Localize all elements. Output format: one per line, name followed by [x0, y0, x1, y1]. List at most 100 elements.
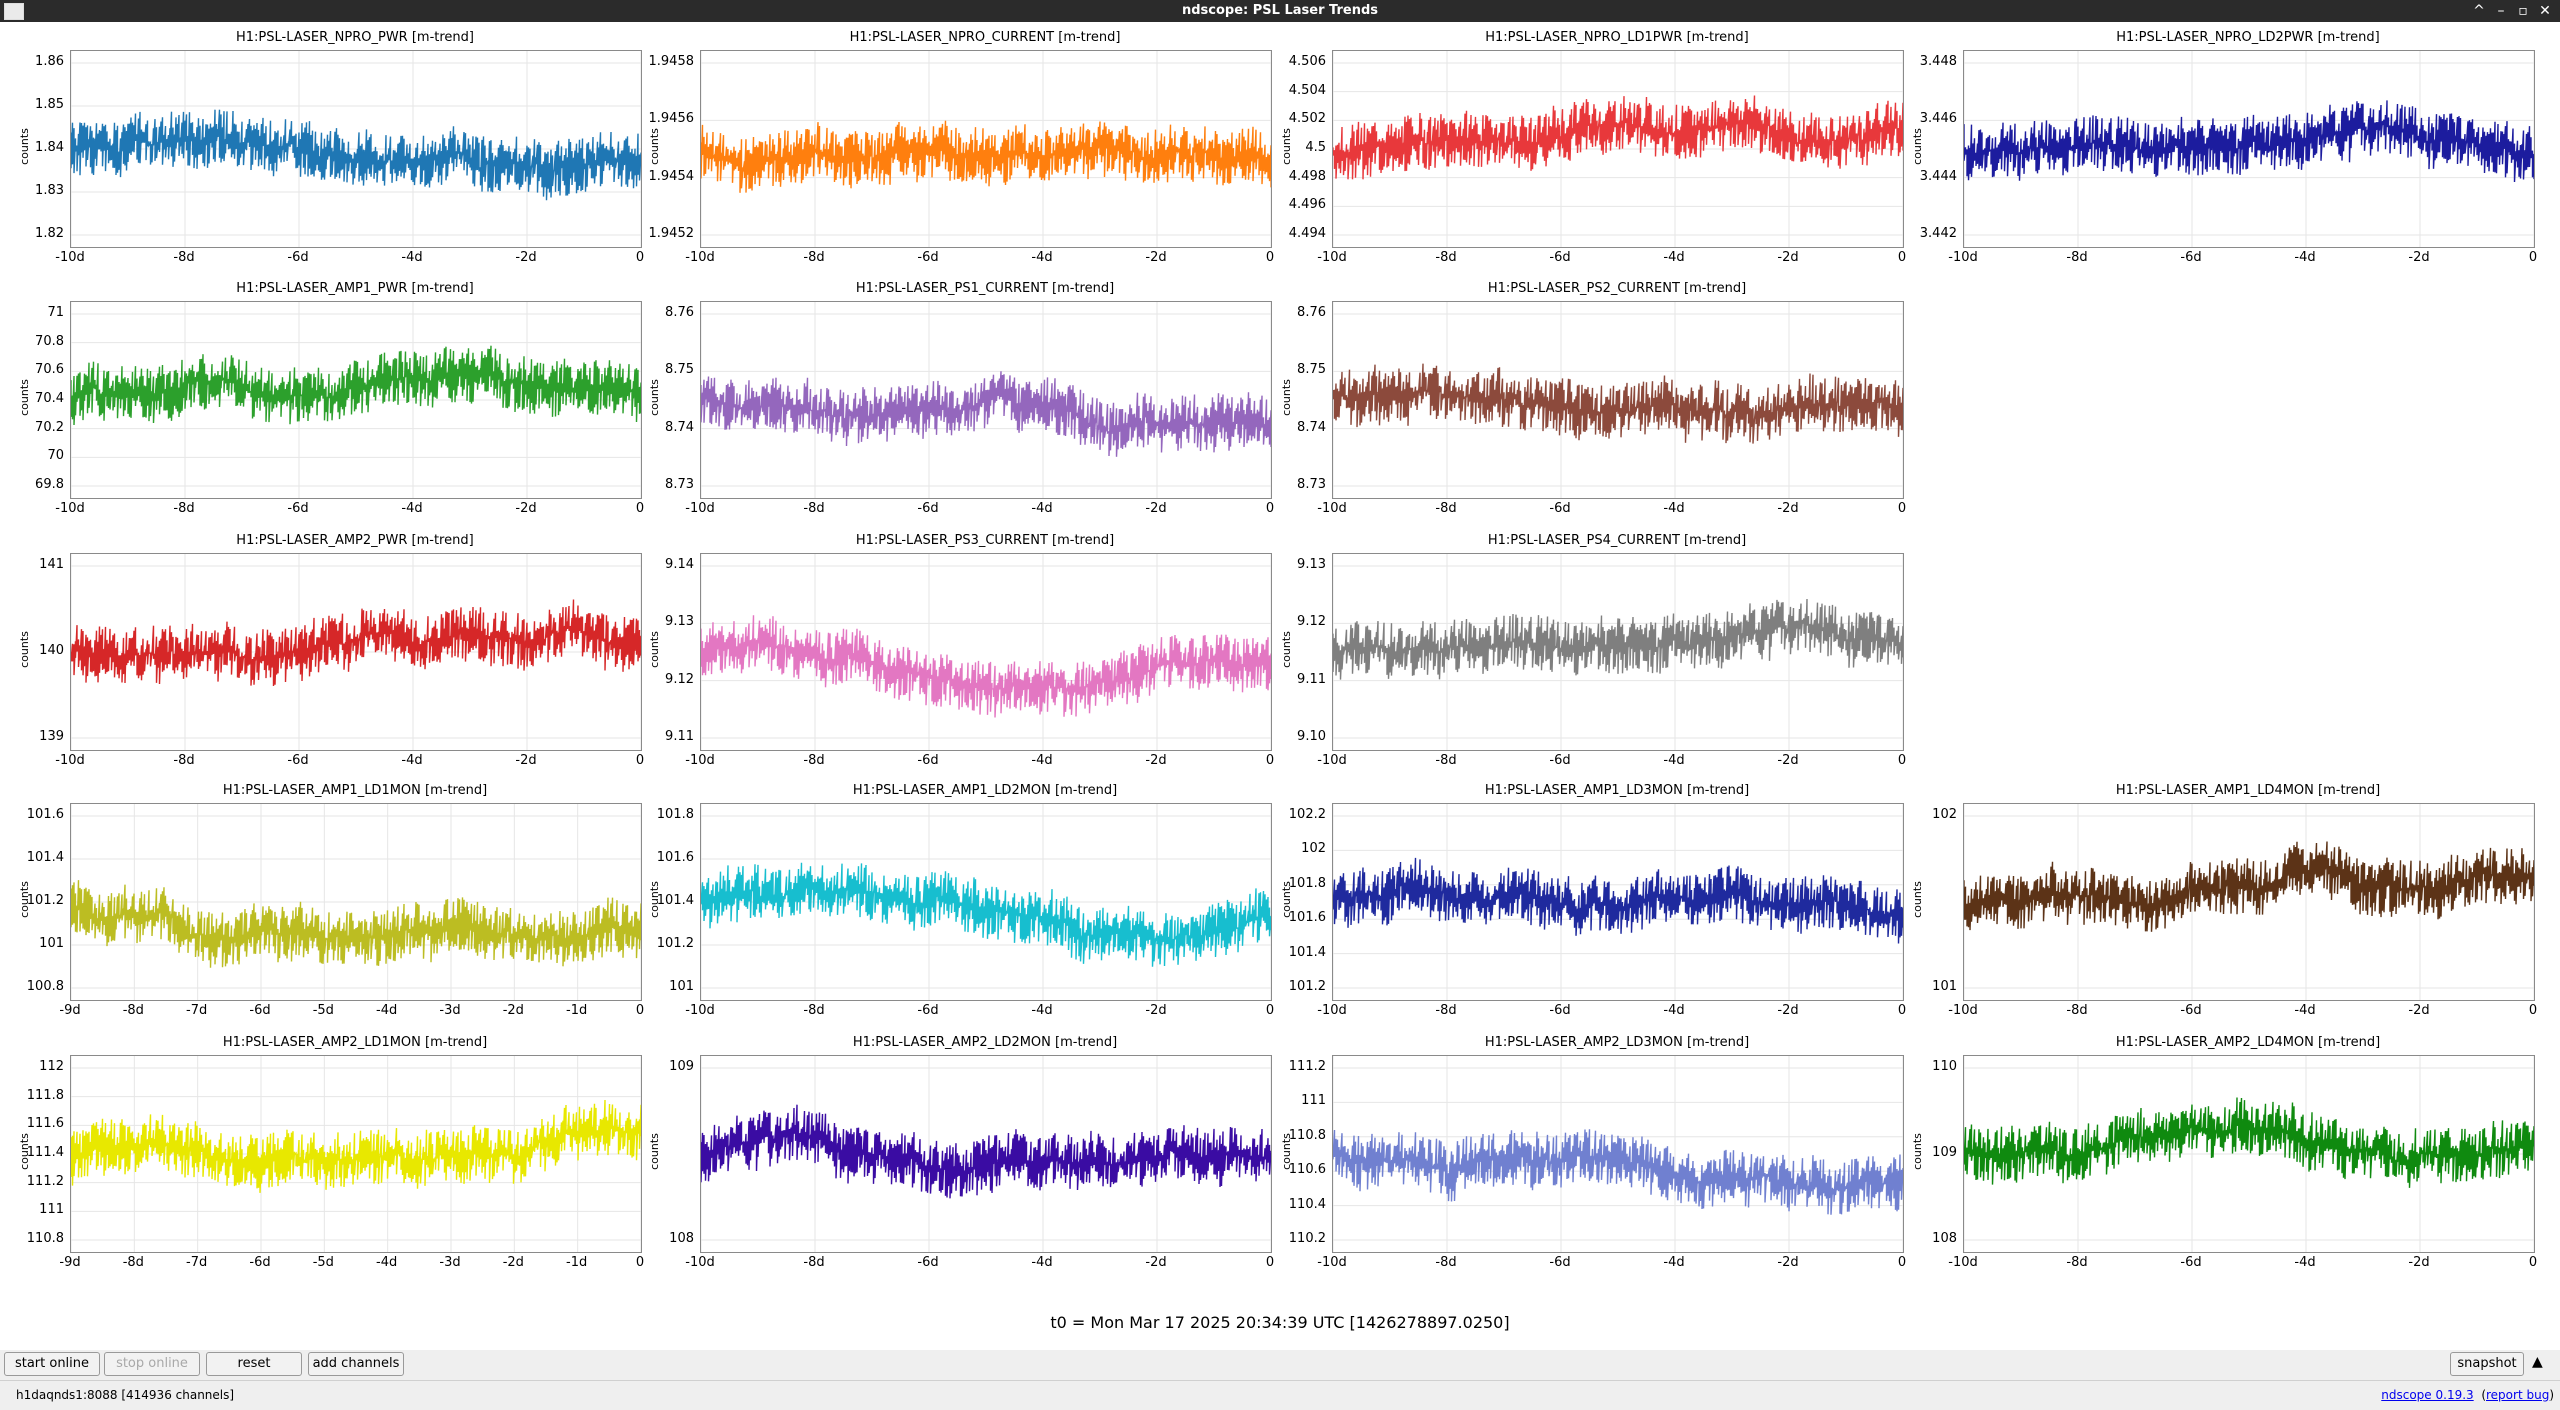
- x-tick-label: -4d: [376, 1255, 398, 1270]
- plot-title: H1:PSL-LASER_PS4_CURRENT [m-trend]: [1487, 533, 1747, 548]
- plot-panel[interactable]: H1:PSL-LASER_AMP1_LD4MON [m-trend] counts…: [1893, 783, 2537, 1025]
- status-bar: h1daqnds1:8088 [414936 channels] ndscope…: [0, 1380, 2560, 1410]
- x-tick-label: -8d: [2066, 250, 2088, 265]
- y-tick-label: 139: [39, 729, 64, 744]
- control-bar: start online stop online reset add chann…: [0, 1350, 2560, 1380]
- y-tick-label: 8.73: [1297, 477, 1326, 492]
- plot-area[interactable]: [1332, 50, 1904, 248]
- x-tick-label: 0: [2528, 1255, 2538, 1270]
- plot-area[interactable]: [1963, 50, 2535, 248]
- y-tick-label: 70.8: [35, 333, 64, 349]
- y-axis-label: counts: [1910, 128, 1924, 165]
- x-tick-label: -4d: [2294, 250, 2316, 265]
- plot-panel[interactable]: H1:PSL-LASER_PS4_CURRENT [m-trend] counts…: [1262, 533, 1906, 775]
- plot-area[interactable]: [1332, 553, 1904, 751]
- x-tick-label: -6d: [2180, 250, 2202, 265]
- reset-button[interactable]: reset: [206, 1352, 302, 1376]
- plot-area[interactable]: [70, 1055, 642, 1253]
- close-button[interactable]: ✕: [2539, 3, 2551, 19]
- x-tick-label: -2d: [1145, 753, 1167, 768]
- y-axis-label: counts: [647, 1133, 661, 1170]
- y-tick-label: 111.8: [26, 1087, 64, 1103]
- trend-trace: [701, 862, 1271, 967]
- x-tick-label: 0: [635, 1255, 645, 1270]
- plot-area[interactable]: [700, 50, 1272, 248]
- y-tick-label: 9.13: [665, 614, 694, 630]
- x-tick-label: 0: [1265, 501, 1275, 516]
- x-tick-label: -8d: [173, 501, 195, 516]
- plot-area[interactable]: [700, 1055, 1272, 1253]
- x-tick-label: -6d: [917, 1003, 939, 1018]
- x-tick-label: -2d: [1777, 753, 1799, 768]
- plot-area[interactable]: [1963, 803, 2535, 1001]
- x-tick-label: -2d: [1145, 1255, 1167, 1270]
- x-tick-label: -8d: [1435, 1255, 1457, 1270]
- y-axis-label: counts: [1910, 881, 1924, 918]
- y-tick-label: 9.10: [1297, 729, 1326, 744]
- plot-panel[interactable]: H1:PSL-LASER_AMP2_LD1MON [m-trend] counts…: [0, 1035, 644, 1277]
- trace-canvas: [1964, 51, 2534, 247]
- collapse-arrow-icon[interactable]: ▲: [2532, 1354, 2543, 1370]
- start-online-button[interactable]: start online: [4, 1352, 100, 1376]
- plot-area[interactable]: [700, 553, 1272, 751]
- y-tick-label: 71: [47, 305, 64, 320]
- x-tick-label: -8d: [803, 753, 825, 768]
- trace-canvas: [71, 51, 641, 247]
- plot-area[interactable]: [1332, 301, 1904, 499]
- x-tick-label: -10d: [685, 1255, 715, 1270]
- x-tick-label: -10d: [1317, 250, 1347, 265]
- y-tick-label: 110.4: [1288, 1196, 1326, 1212]
- plot-panel[interactable]: H1:PSL-LASER_NPRO_LD2PWR [m-trend] counts…: [1893, 30, 2537, 272]
- plot-area[interactable]: [700, 301, 1272, 499]
- plot-area[interactable]: [700, 803, 1272, 1001]
- plot-panel[interactable]: H1:PSL-LASER_AMP1_LD1MON [m-trend] counts…: [0, 783, 644, 1025]
- keep-above-button[interactable]: ^: [2473, 3, 2485, 19]
- plot-area[interactable]: [70, 803, 642, 1001]
- plot-panel[interactable]: H1:PSL-LASER_PS3_CURRENT [m-trend] counts…: [630, 533, 1274, 775]
- y-tick-label: 9.14: [665, 557, 694, 572]
- x-tick-label: -2d: [1145, 250, 1167, 265]
- plot-area[interactable]: [1332, 1055, 1904, 1253]
- plot-area[interactable]: [70, 301, 642, 499]
- y-tick-label: 102.2: [1288, 807, 1326, 822]
- plot-area[interactable]: [1963, 1055, 2535, 1253]
- trend-trace: [1964, 100, 2534, 183]
- plot-panel[interactable]: H1:PSL-LASER_AMP1_PWR [m-trend] counts 71 7…: [0, 281, 644, 523]
- plot-panel[interactable]: H1:PSL-LASER_AMP1_LD3MON [m-trend] counts…: [1262, 783, 1906, 1025]
- plot-area[interactable]: [1332, 803, 1904, 1001]
- y-axis-label: counts: [647, 631, 661, 668]
- trend-trace: [71, 599, 641, 687]
- y-tick-label: 102: [1932, 807, 1957, 822]
- plot-panel[interactable]: H1:PSL-LASER_AMP2_LD4MON [m-trend] counts…: [1893, 1035, 2537, 1277]
- plot-area[interactable]: [70, 50, 642, 248]
- plot-panel[interactable]: H1:PSL-LASER_AMP2_LD2MON [m-trend] counts…: [630, 1035, 1274, 1277]
- x-tick-label: -2d: [515, 501, 537, 516]
- y-tick-label: 9.11: [665, 729, 694, 744]
- plot-panel[interactable]: H1:PSL-LASER_NPRO_CURRENT [m-trend] count…: [630, 30, 1274, 272]
- y-tick-label: 8.74: [665, 419, 694, 435]
- x-tick-label: -4d: [2294, 1003, 2316, 1018]
- plot-area[interactable]: [70, 553, 642, 751]
- trace-canvas: [71, 1056, 641, 1252]
- plot-panel[interactable]: H1:PSL-LASER_AMP1_LD2MON [m-trend] counts…: [630, 783, 1274, 1025]
- plot-panel[interactable]: H1:PSL-LASER_AMP2_LD3MON [m-trend] counts…: [1262, 1035, 1906, 1277]
- plot-panel[interactable]: H1:PSL-LASER_PS1_CURRENT [m-trend] counts…: [630, 281, 1274, 523]
- snapshot-button[interactable]: snapshot: [2450, 1352, 2524, 1376]
- x-tick-label: -7d: [186, 1255, 208, 1270]
- trace-canvas: [71, 804, 641, 1000]
- plot-panel[interactable]: H1:PSL-LASER_PS2_CURRENT [m-trend] counts…: [1262, 281, 1906, 523]
- minimize-button[interactable]: –: [2497, 3, 2505, 19]
- trend-trace: [71, 880, 641, 968]
- y-tick-label: 3.448: [1919, 54, 1957, 69]
- app-icon: [4, 3, 24, 20]
- x-tick-label: -6d: [1549, 501, 1571, 516]
- add-channels-button[interactable]: add channels: [308, 1352, 404, 1376]
- report-bug-link[interactable]: report bug: [2486, 1388, 2550, 1402]
- version-link[interactable]: ndscope 0.19.3: [2381, 1388, 2474, 1402]
- trend-trace: [1333, 857, 1903, 944]
- plot-panel[interactable]: H1:PSL-LASER_NPRO_LD1PWR [m-trend] counts…: [1262, 30, 1906, 272]
- plot-panel[interactable]: H1:PSL-LASER_NPRO_PWR [m-trend] counts 1.8…: [0, 30, 644, 272]
- x-tick-label: -10d: [685, 250, 715, 265]
- plot-panel[interactable]: H1:PSL-LASER_AMP2_PWR [m-trend] counts 141…: [0, 533, 644, 775]
- maximize-button[interactable]: ▫: [2518, 3, 2528, 19]
